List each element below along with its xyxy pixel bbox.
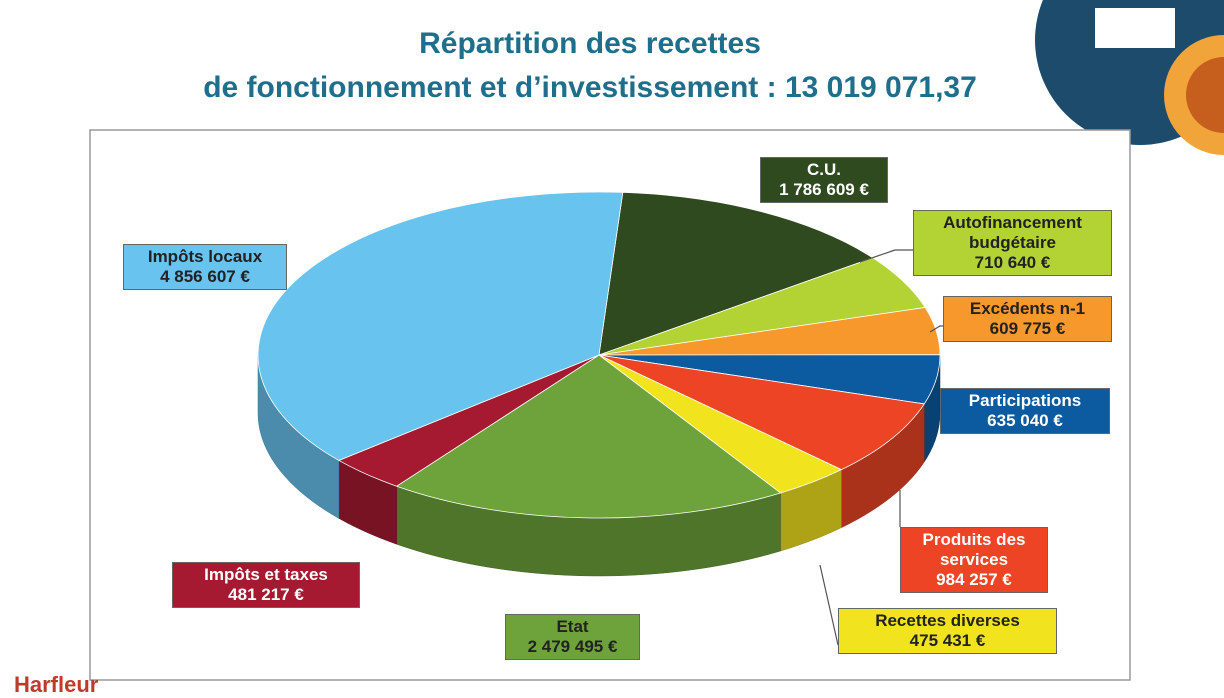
category-label: Recettes diverses	[875, 611, 1020, 630]
slice	[598, 191, 874, 356]
logo: Harfleur	[14, 672, 99, 697]
slice-label: Produits des services 984 257 €	[900, 527, 1048, 593]
category-label: Impôts et taxes	[204, 565, 328, 584]
value-label: 984 257 €	[936, 570, 1012, 589]
value-label: 609 775 €	[989, 319, 1066, 338]
slice	[395, 354, 782, 519]
value-label: 2 479 495 €	[527, 637, 618, 656]
value-label: 4 856 607 €	[160, 267, 250, 286]
decoration	[1186, 57, 1224, 133]
category-label: Autofinancement budgétaire	[943, 213, 1082, 252]
value-label: 1 786 609 €	[779, 180, 869, 199]
category-label: Produits des services	[922, 530, 1026, 569]
category-label: C.U.	[807, 160, 841, 179]
value-label: 710 640 €	[974, 253, 1051, 272]
value-label: 481 217 €	[228, 585, 304, 604]
title-line: Répartition des recettes	[419, 27, 761, 60]
slice-label: Impôts et taxes 481 217 €	[172, 562, 360, 608]
slice-label: Autofinancement budgétaire 710 640 €	[913, 210, 1112, 276]
decoration	[1095, 8, 1175, 48]
category-label: Impôts locaux	[147, 247, 263, 266]
chart-title: Répartition des recettes de fonctionneme…	[60, 22, 1120, 110]
slice-label: C.U. 1 786 609 €	[760, 157, 888, 203]
category-label: Participations	[968, 391, 1082, 410]
slice-label: Impôts locaux 4 856 607 €	[123, 244, 287, 290]
title-line: de fonctionnement et d’investissement : …	[203, 71, 977, 104]
slice	[257, 191, 624, 461]
slice	[598, 354, 925, 471]
leaders	[819, 249, 943, 646]
value-label: 475 431 €	[909, 631, 986, 650]
slice-label: Excédents n-1 609 775 €	[943, 296, 1112, 342]
pie	[257, 191, 941, 577]
slice-label: Participations 635 040 €	[940, 388, 1110, 434]
slice-label: Recettes diverses 475 431 €	[838, 608, 1057, 654]
category-label: Excédents n-1	[969, 299, 1086, 318]
slice-label: Etat 2 479 495 €	[505, 614, 640, 660]
category-label: Etat	[556, 617, 589, 636]
value-label: 635 040 €	[987, 411, 1063, 430]
